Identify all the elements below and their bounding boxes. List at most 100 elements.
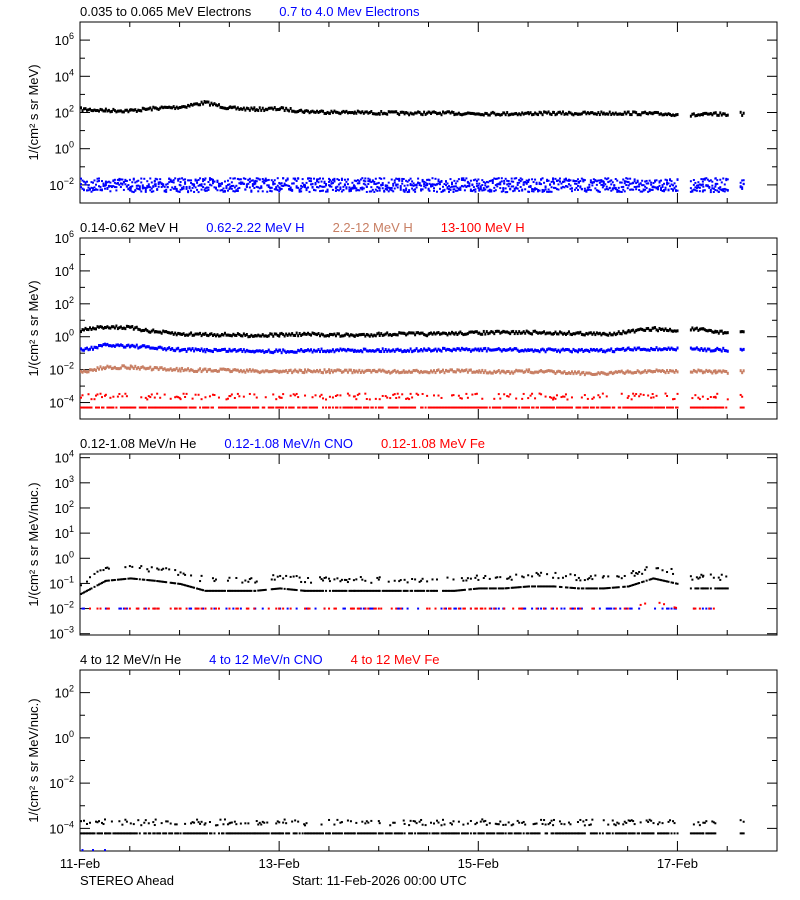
data-point bbox=[163, 105, 166, 109]
data-point bbox=[428, 179, 431, 182]
data-point bbox=[305, 832, 308, 835]
data-point bbox=[633, 574, 636, 577]
data-point bbox=[433, 189, 435, 192]
data-point bbox=[692, 328, 695, 332]
data-point bbox=[144, 187, 147, 190]
data-point bbox=[320, 823, 323, 826]
data-point bbox=[257, 370, 260, 374]
data-point bbox=[409, 819, 412, 822]
data-point bbox=[563, 348, 566, 352]
data-point bbox=[614, 607, 617, 610]
data-point bbox=[479, 406, 482, 409]
data-point bbox=[414, 406, 417, 409]
data-point bbox=[433, 406, 435, 409]
data-point bbox=[689, 114, 692, 118]
data-point bbox=[549, 112, 552, 116]
data-point bbox=[204, 367, 207, 371]
data-point bbox=[225, 107, 228, 111]
data-point bbox=[655, 394, 658, 397]
data-point bbox=[714, 371, 717, 375]
data-point bbox=[550, 585, 553, 588]
data-point bbox=[589, 179, 592, 182]
data-point bbox=[430, 111, 432, 115]
data-point bbox=[522, 585, 525, 588]
data-point bbox=[239, 832, 242, 835]
data-point bbox=[316, 109, 319, 113]
data-point bbox=[460, 368, 463, 372]
data-point bbox=[102, 182, 105, 185]
data-point bbox=[349, 348, 352, 352]
data-point bbox=[491, 182, 494, 185]
data-point bbox=[719, 329, 722, 333]
data-point bbox=[254, 581, 257, 584]
data-point bbox=[663, 182, 666, 185]
data-point bbox=[673, 607, 676, 610]
data-point bbox=[472, 188, 475, 191]
data-point bbox=[528, 349, 531, 353]
data-point bbox=[474, 607, 477, 610]
data-point bbox=[83, 188, 85, 191]
data-point bbox=[661, 348, 664, 352]
data-point bbox=[190, 607, 193, 610]
data-point bbox=[125, 366, 128, 370]
data-point bbox=[497, 347, 500, 351]
data-point bbox=[490, 330, 493, 334]
y-tick-label: 103 bbox=[55, 474, 74, 491]
data-point bbox=[614, 586, 617, 589]
data-point bbox=[244, 832, 247, 835]
data-point bbox=[336, 832, 339, 835]
data-point bbox=[502, 187, 505, 190]
data-point bbox=[204, 100, 207, 104]
data-point bbox=[567, 330, 570, 334]
data-point bbox=[131, 325, 134, 329]
data-point bbox=[552, 398, 555, 401]
data-point bbox=[623, 371, 626, 375]
data-point bbox=[98, 367, 100, 371]
data-point bbox=[238, 395, 241, 398]
data-point bbox=[301, 182, 304, 185]
data-point bbox=[544, 585, 547, 588]
data-point bbox=[459, 397, 462, 400]
data-point bbox=[698, 183, 701, 186]
data-point bbox=[356, 832, 359, 835]
data-point bbox=[230, 406, 233, 409]
data-point bbox=[118, 578, 121, 581]
data-point bbox=[625, 607, 628, 610]
data-point bbox=[535, 349, 538, 353]
data-point bbox=[460, 406, 463, 409]
data-point bbox=[104, 567, 107, 570]
data-point bbox=[573, 574, 576, 577]
data-point bbox=[319, 185, 322, 188]
data-point bbox=[225, 349, 228, 353]
data-point bbox=[314, 370, 317, 374]
data-point bbox=[377, 348, 380, 352]
data-point bbox=[211, 103, 214, 107]
data-point bbox=[479, 607, 482, 610]
data-point bbox=[349, 406, 352, 409]
data-point bbox=[343, 368, 346, 372]
data-point bbox=[622, 406, 625, 409]
data-point bbox=[531, 371, 534, 375]
data-point bbox=[118, 607, 121, 610]
data-point bbox=[216, 589, 219, 592]
data-point bbox=[356, 179, 359, 182]
data-point bbox=[179, 348, 182, 352]
data-point bbox=[506, 330, 509, 334]
data-point bbox=[494, 406, 497, 409]
data-point bbox=[669, 112, 672, 116]
data-point bbox=[453, 179, 456, 182]
data-point bbox=[336, 589, 339, 592]
data-point bbox=[663, 113, 666, 117]
data-point bbox=[670, 406, 673, 409]
data-point bbox=[109, 185, 112, 188]
data-point bbox=[364, 579, 367, 582]
data-point bbox=[509, 113, 512, 117]
data-point bbox=[666, 580, 669, 583]
data-point bbox=[570, 607, 573, 610]
data-point bbox=[481, 332, 484, 336]
data-point bbox=[465, 332, 468, 336]
data-point bbox=[83, 348, 85, 352]
data-point bbox=[457, 188, 460, 191]
data-point bbox=[110, 325, 113, 329]
data-point bbox=[598, 396, 601, 399]
